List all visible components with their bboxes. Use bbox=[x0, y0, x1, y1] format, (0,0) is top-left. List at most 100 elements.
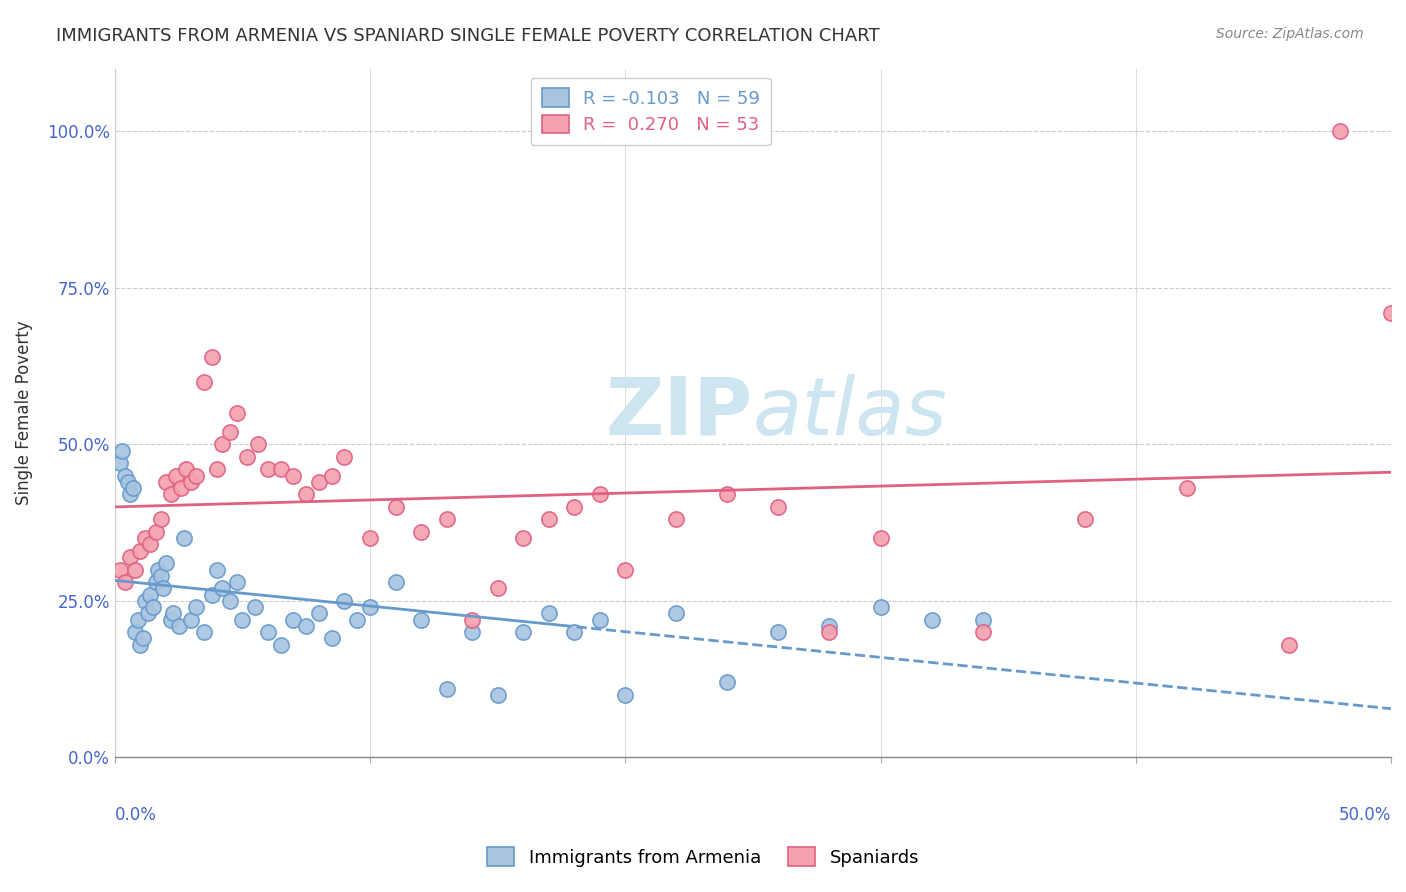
Point bbox=[716, 675, 738, 690]
Point bbox=[246, 437, 269, 451]
Point bbox=[436, 681, 458, 696]
Point bbox=[972, 625, 994, 640]
Point bbox=[768, 500, 790, 514]
Point bbox=[193, 625, 215, 640]
Point bbox=[409, 613, 432, 627]
Point bbox=[186, 468, 208, 483]
Point bbox=[486, 688, 509, 702]
Point bbox=[614, 562, 637, 576]
Point bbox=[321, 468, 343, 483]
Point bbox=[665, 512, 688, 526]
Point bbox=[321, 632, 343, 646]
Point bbox=[108, 562, 131, 576]
Point bbox=[537, 607, 560, 621]
Point bbox=[283, 613, 305, 627]
Point bbox=[257, 462, 280, 476]
Point bbox=[180, 475, 202, 489]
Text: 50.0%: 50.0% bbox=[1339, 805, 1391, 823]
Point bbox=[818, 619, 841, 633]
Point bbox=[768, 625, 790, 640]
Point bbox=[308, 475, 330, 489]
Point bbox=[134, 594, 156, 608]
Point bbox=[1329, 124, 1351, 138]
Point bbox=[461, 613, 484, 627]
Point bbox=[461, 625, 484, 640]
Point bbox=[108, 456, 131, 470]
Point bbox=[359, 600, 381, 615]
Point bbox=[921, 613, 943, 627]
Point bbox=[257, 625, 280, 640]
Text: Source: ZipAtlas.com: Source: ZipAtlas.com bbox=[1216, 27, 1364, 41]
Point bbox=[226, 575, 249, 590]
Point bbox=[236, 450, 259, 464]
Point bbox=[409, 524, 432, 539]
Point bbox=[121, 481, 143, 495]
Point bbox=[149, 569, 172, 583]
Text: IMMIGRANTS FROM ARMENIA VS SPANIARD SINGLE FEMALE POVERTY CORRELATION CHART: IMMIGRANTS FROM ARMENIA VS SPANIARD SING… bbox=[56, 27, 880, 45]
Point bbox=[173, 531, 195, 545]
Point bbox=[155, 556, 177, 570]
Point bbox=[665, 607, 688, 621]
Point bbox=[384, 575, 406, 590]
Point bbox=[160, 487, 183, 501]
Point bbox=[562, 500, 585, 514]
Point bbox=[226, 406, 249, 420]
Point bbox=[117, 475, 139, 489]
Point bbox=[562, 625, 585, 640]
Point bbox=[818, 625, 841, 640]
Point bbox=[270, 462, 292, 476]
Legend: Immigrants from Armenia, Spaniards: Immigrants from Armenia, Spaniards bbox=[479, 840, 927, 874]
Text: ZIP: ZIP bbox=[606, 374, 752, 452]
Point bbox=[333, 450, 356, 464]
Point bbox=[716, 487, 738, 501]
Point bbox=[180, 613, 202, 627]
Point bbox=[111, 443, 134, 458]
Point bbox=[120, 549, 142, 564]
Point bbox=[205, 562, 228, 576]
Point bbox=[145, 524, 167, 539]
Point bbox=[145, 575, 167, 590]
Point bbox=[589, 487, 612, 501]
Point bbox=[120, 487, 142, 501]
Legend: R = -0.103   N = 59, R =  0.270   N = 53: R = -0.103 N = 59, R = 0.270 N = 53 bbox=[530, 78, 770, 145]
Point bbox=[167, 619, 190, 633]
Point bbox=[1073, 512, 1095, 526]
Text: atlas: atlas bbox=[752, 374, 948, 452]
Point bbox=[972, 613, 994, 627]
Point bbox=[211, 582, 233, 596]
Point bbox=[218, 594, 240, 608]
Point bbox=[1278, 638, 1301, 652]
Point bbox=[201, 350, 224, 364]
Point bbox=[359, 531, 381, 545]
Point bbox=[165, 468, 187, 483]
Point bbox=[436, 512, 458, 526]
Point bbox=[124, 625, 146, 640]
Point bbox=[149, 512, 172, 526]
Point bbox=[614, 688, 637, 702]
Point bbox=[537, 512, 560, 526]
Point bbox=[139, 588, 162, 602]
Point bbox=[124, 562, 146, 576]
Point bbox=[231, 613, 253, 627]
Point bbox=[146, 562, 169, 576]
Point bbox=[512, 625, 534, 640]
Point bbox=[308, 607, 330, 621]
Point bbox=[127, 613, 149, 627]
Point bbox=[869, 531, 891, 545]
Point bbox=[1379, 306, 1402, 320]
Point bbox=[129, 638, 152, 652]
Point bbox=[346, 613, 368, 627]
Point bbox=[136, 607, 159, 621]
Point bbox=[152, 582, 174, 596]
Point bbox=[139, 537, 162, 551]
Point bbox=[142, 600, 165, 615]
Point bbox=[283, 468, 305, 483]
Point bbox=[205, 462, 228, 476]
Point bbox=[295, 487, 318, 501]
Point bbox=[132, 632, 155, 646]
Point bbox=[869, 600, 891, 615]
Point bbox=[114, 468, 136, 483]
Point bbox=[243, 600, 266, 615]
Point bbox=[211, 437, 233, 451]
Point bbox=[174, 462, 197, 476]
